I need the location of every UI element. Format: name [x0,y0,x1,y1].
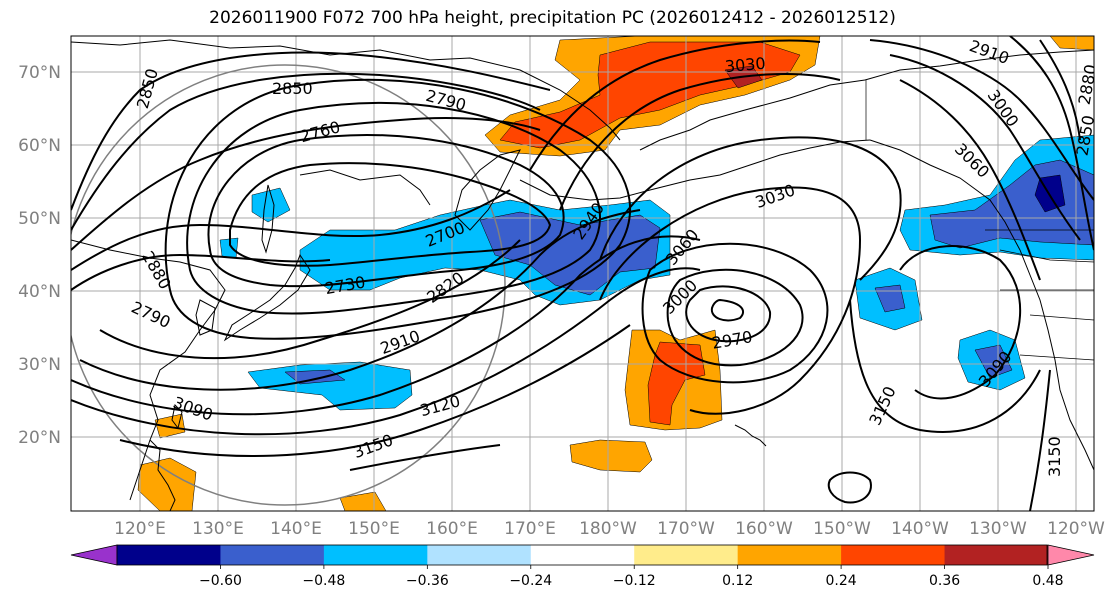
coastlines [71,39,1094,511]
coast-hawaii [734,424,767,447]
lon-label: 120°W [1047,519,1105,539]
map-title: 2026011900 F072 700 hPa height, precipit… [209,8,896,28]
colorbar-tick-label: −0.36 [406,573,449,589]
map-border [70,35,1095,512]
colorbar-tick-label: −0.60 [199,573,242,589]
coast-kamchatka [454,149,521,231]
lon-label: 180°W [579,519,637,539]
coast-siberia [71,39,621,141]
coast-alaska-gulf [869,139,1021,251]
colorbar-tick-label: 0.36 [929,573,960,589]
colorbar-tick-label: 0.48 [1032,573,1063,589]
coast-korea [195,299,216,336]
colorbar-cell [220,545,325,565]
contour-low-center [229,162,552,267]
precip-negative-west [251,187,291,223]
height-contours [71,36,1094,511]
colorbar-cell [117,545,221,565]
latitude-labels: 70°N 60°N 50°N 40°N 30°N 20°N [18,63,61,448]
coast-okhotsk [299,169,431,206]
political-borders [865,80,1094,361]
lon-label: 150°E [348,519,400,539]
precip-positive-southwest [137,457,197,511]
colorbar-extension-high [1047,544,1095,566]
coast-alaska-west [639,79,866,151]
colorbar-cell [737,545,842,565]
colorbar-tick-label: −0.24 [509,573,552,589]
precip-negative-southeast-core [974,344,1013,379]
lat-label: 30°N [18,355,61,375]
colorbar-cell [944,545,1049,565]
contour-label: 3030 [724,54,766,76]
contour-label: 2880 [1075,63,1101,106]
lon-label: 160°W [735,519,793,539]
colorbar-cell [841,545,946,565]
lat-label: 70°N [18,63,61,83]
lat-label: 40°N [18,282,61,302]
lon-label: 140°E [270,519,322,539]
precip-strong-arctic [499,41,801,149]
coast-aleutians [519,139,871,201]
colorbar-tick-label: 0.24 [826,573,857,589]
contour-label: 3150 [1045,436,1064,477]
contour-label: 2850 [272,79,313,98]
lon-label: 130°W [969,519,1027,539]
lon-label: 120°E [114,519,166,539]
contour-label: 2850 [1072,114,1098,157]
lon-label: 150°W [813,519,871,539]
colorbar-cell [530,545,635,565]
colorbar-cell [634,545,739,565]
precip-negative-mid-core [874,284,906,313]
coast-north-america [1019,249,1094,471]
precip-negative-subtropical-core [284,369,346,385]
precip-positive-north-edge [1049,36,1094,51]
colorbar-tick-label: −0.48 [302,573,345,589]
lat-label: 50°N [18,209,61,229]
colorbar-tick-label: 0.12 [722,573,753,589]
colorbar: −0.60 −0.48 −0.36 −0.24 −0.12 0.12 0.24 0.36 0.4… [70,544,1095,589]
colorbar-cell [427,545,532,565]
colorbar-extension-low [70,544,118,566]
lat-label: 20°N [18,428,61,448]
colorbar-border [116,544,1048,566]
coast-sakhalin [261,184,275,254]
lon-label: 170°W [657,519,715,539]
map-area: 2850 2850 2790 2760 2700 2730 2820 2910 … [71,36,1101,511]
coast-canada-north [864,49,1094,81]
lon-label: 140°W [891,519,949,539]
lat-label: 60°N [18,136,61,156]
range-circle [71,64,506,506]
longitude-labels: 120°E 130°E 140°E 150°E 160°E 170°E 180°… [114,519,1105,539]
lon-label: 130°E [192,519,244,539]
colorbar-cell [323,545,428,565]
coast-asia-mainland [71,239,226,501]
gridlines [71,36,1094,511]
colorbar-tick-label: −0.12 [613,573,656,589]
lon-label: 170°E [504,519,556,539]
lon-label: 160°E [426,519,478,539]
